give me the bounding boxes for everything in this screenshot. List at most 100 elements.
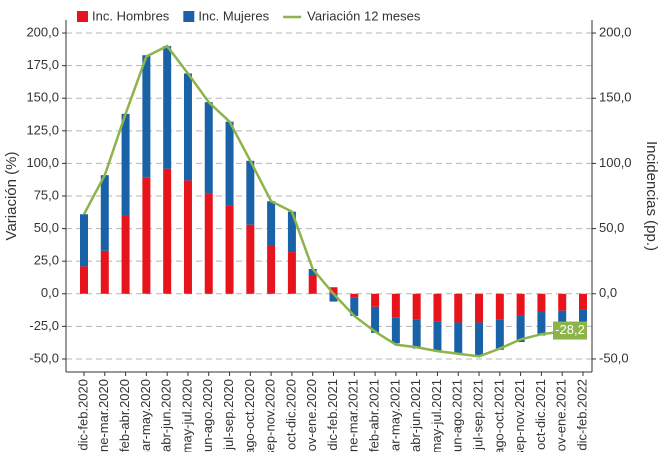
x-tick-label: oct-dic.2020 — [283, 379, 298, 450]
bar — [183, 180, 192, 294]
y2-tick-label: 200,0 — [599, 24, 632, 39]
bar — [80, 266, 88, 294]
bar — [100, 175, 109, 251]
x-tick-label: sep-nov.2020 — [263, 379, 278, 452]
y-tick-label: 0,0 — [41, 285, 59, 300]
x-tick-label: mar-may.2020 — [138, 379, 153, 452]
bar — [204, 193, 213, 294]
legend-label: Inc. Mujeres — [198, 8, 269, 23]
bar — [287, 211, 296, 253]
bar — [308, 275, 317, 294]
y2-tick-label: 100,0 — [599, 155, 632, 170]
x-tick-label: ago-oct.2021 — [491, 379, 506, 452]
bar — [454, 322, 463, 354]
bar — [391, 317, 400, 344]
y2-tick-label: -50,0 — [599, 350, 629, 365]
bar — [225, 121, 234, 206]
y-tick-label: 25,0 — [34, 253, 59, 268]
x-tick-label: jun-ago.2020 — [200, 379, 215, 452]
bar — [579, 309, 587, 331]
x-tick-label: ene-mar.2020 — [96, 379, 111, 452]
legend-label: Variación 12 meses — [307, 8, 421, 23]
bar — [412, 319, 421, 349]
x-tick-label: jul-sep.2021 — [470, 379, 485, 451]
y2-tick-label: 150,0 — [599, 90, 632, 105]
y-tick-label: 200,0 — [26, 24, 59, 39]
bar — [475, 293, 484, 323]
bar — [287, 252, 296, 294]
x-tick-label: dic-feb.2021 — [325, 379, 340, 451]
legend-swatch — [77, 11, 88, 22]
x-tick-label: feb-abr.2021 — [367, 379, 382, 452]
x-tick-label: dic-feb.2022 — [574, 379, 589, 451]
bar — [579, 293, 587, 310]
bar — [537, 293, 546, 313]
bar — [371, 306, 380, 333]
x-tick-label: may-jul.2020 — [179, 379, 194, 452]
x-tick-label: nov-ene.2021 — [554, 379, 569, 452]
bar — [246, 160, 255, 225]
bar — [391, 293, 400, 318]
bar — [537, 312, 546, 336]
bar — [121, 215, 130, 294]
bar — [142, 177, 151, 294]
bar — [183, 73, 192, 181]
line — [82, 44, 584, 358]
bar — [308, 269, 317, 276]
x-tick-label: dic-feb.2020 — [75, 379, 90, 451]
bar — [516, 315, 525, 343]
bar — [329, 293, 338, 302]
x-tick-label: abr-jun.2021 — [408, 379, 423, 452]
y2-tick-label: 0,0 — [599, 285, 617, 300]
bar — [475, 322, 484, 356]
x-tick-label: mar-may.2021 — [387, 379, 402, 452]
value-label-box — [553, 321, 587, 340]
bar — [267, 245, 276, 294]
y-tick-label: -50,0 — [29, 350, 59, 365]
value-label: -28,2 — [555, 322, 585, 337]
y-tick-label: 75,0 — [34, 187, 59, 202]
bar — [350, 293, 359, 298]
y-tick-label: 175,0 — [26, 57, 59, 72]
y-tick-label: 50,0 — [34, 220, 59, 235]
x-tick-label: oct-dic.2021 — [533, 379, 548, 450]
x-tick-label: jun-ago.2021 — [450, 379, 465, 452]
y-tick-label: -25,0 — [29, 318, 59, 333]
bar — [329, 287, 338, 294]
bar — [80, 214, 88, 267]
y-tick-label: 100,0 — [26, 155, 59, 170]
bar — [454, 293, 463, 323]
bar — [267, 201, 276, 246]
x-tick-label: may-jul.2021 — [429, 379, 444, 452]
bar — [246, 224, 255, 294]
x-tick-label: nov-ene.2020 — [304, 379, 319, 452]
x-tick-label: jul-sep.2020 — [221, 379, 236, 451]
y2-axis-title: Incidencias (pp.) — [643, 141, 660, 251]
bar — [100, 250, 109, 294]
x-tick-label: ago-oct.2020 — [242, 379, 257, 452]
y2-tick-label: 50,0 — [599, 220, 624, 235]
x-tick-label: sep-nov.2021 — [512, 379, 527, 452]
bar — [433, 293, 442, 322]
bar — [412, 293, 421, 320]
x-tick-label: feb-abr.2020 — [117, 379, 132, 452]
bar — [163, 46, 172, 169]
bar — [371, 293, 380, 307]
x-tick-label: ene-mar.2021 — [346, 379, 361, 452]
bar — [558, 293, 567, 311]
legend-label: Inc. Hombres — [92, 8, 170, 23]
bar — [495, 319, 504, 350]
y-axis-title: Variación (%) — [3, 152, 20, 241]
bar — [163, 168, 172, 294]
legend-swatch — [183, 11, 195, 22]
y-tick-label: 150,0 — [26, 90, 59, 105]
bar — [433, 321, 442, 352]
bar — [121, 113, 130, 216]
y-tick-label: 125,0 — [26, 122, 59, 137]
bar — [516, 293, 525, 316]
x-tick-label: abr-jun.2020 — [159, 379, 174, 452]
bar — [350, 297, 359, 316]
bar — [495, 293, 504, 320]
bar — [558, 310, 567, 331]
